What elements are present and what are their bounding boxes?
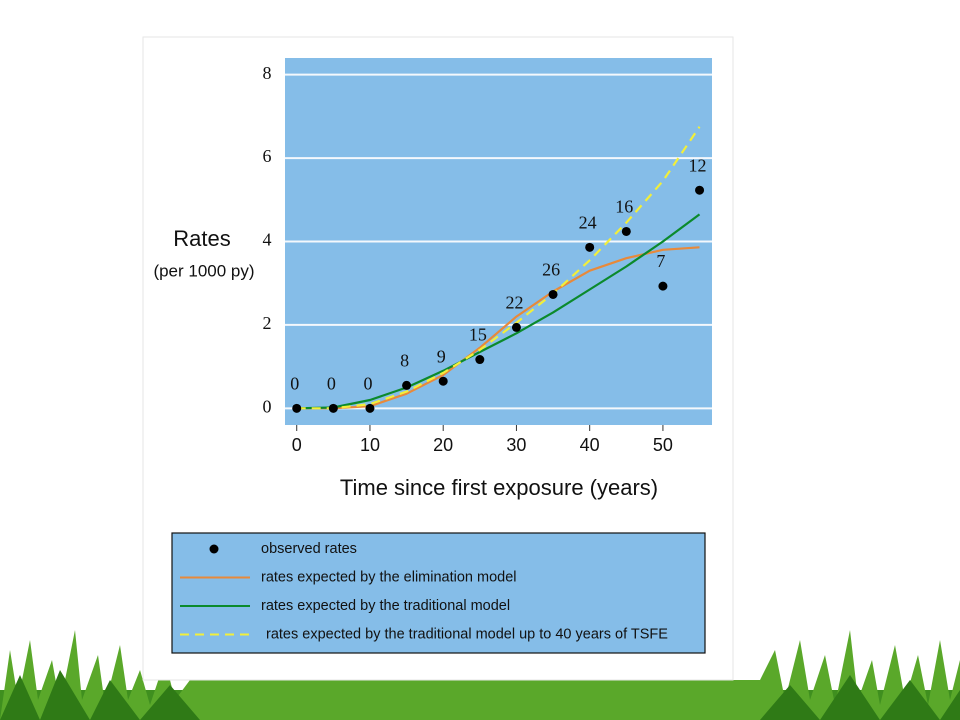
count-label: 7 bbox=[656, 251, 665, 271]
count-label: 24 bbox=[579, 212, 597, 232]
data-point bbox=[328, 403, 338, 413]
grass-decoration bbox=[0, 630, 960, 720]
x-tick-label: 50 bbox=[653, 435, 673, 455]
x-tick-label: 10 bbox=[360, 435, 380, 455]
x-tick-label: 30 bbox=[506, 435, 526, 455]
data-point bbox=[402, 380, 412, 390]
y-axis-title: Rates bbox=[173, 226, 230, 251]
x-axis-title: Time since first exposure (years) bbox=[340, 475, 658, 500]
y-tick-label: 6 bbox=[263, 146, 272, 166]
x-tick-label: 20 bbox=[433, 435, 453, 455]
data-point bbox=[292, 403, 302, 413]
count-label: 0 bbox=[290, 373, 299, 393]
legend bbox=[171, 532, 706, 654]
legend-marker bbox=[209, 544, 219, 554]
x-tick-label: 40 bbox=[580, 435, 600, 455]
count-label: 8 bbox=[400, 351, 409, 371]
y-tick-label: 0 bbox=[263, 396, 272, 416]
data-point bbox=[365, 403, 375, 413]
x-tick-label: 0 bbox=[292, 435, 302, 455]
series-line bbox=[296, 246, 700, 410]
legend-label: rates expected by the elimination model bbox=[261, 569, 517, 585]
count-label: 22 bbox=[505, 293, 523, 313]
y-tick-label: 4 bbox=[263, 230, 272, 250]
data-point bbox=[475, 355, 485, 365]
count-label: 12 bbox=[689, 155, 707, 175]
data-point bbox=[658, 281, 668, 291]
y-tick-label: 2 bbox=[263, 313, 272, 333]
data-point bbox=[585, 242, 595, 252]
count-label: 26 bbox=[542, 260, 560, 280]
data-point bbox=[695, 185, 705, 195]
count-label: 16 bbox=[615, 197, 633, 217]
legend-label: rates expected by the traditional model … bbox=[266, 626, 668, 642]
series-line bbox=[296, 213, 701, 410]
data-point bbox=[438, 376, 448, 386]
y-axis-subtitle: (per 1000 py) bbox=[153, 261, 254, 280]
count-label: 9 bbox=[437, 346, 446, 366]
legend-label: observed rates bbox=[261, 541, 357, 557]
count-label: 0 bbox=[327, 373, 336, 393]
y-tick-label: 8 bbox=[263, 63, 272, 83]
series-line bbox=[296, 126, 701, 410]
count-label: 15 bbox=[469, 325, 487, 345]
data-point bbox=[511, 322, 521, 332]
data-point bbox=[621, 226, 631, 236]
data-point bbox=[548, 289, 558, 299]
count-label: 0 bbox=[363, 373, 372, 393]
legend-label: rates expected by the traditional model bbox=[261, 598, 510, 614]
